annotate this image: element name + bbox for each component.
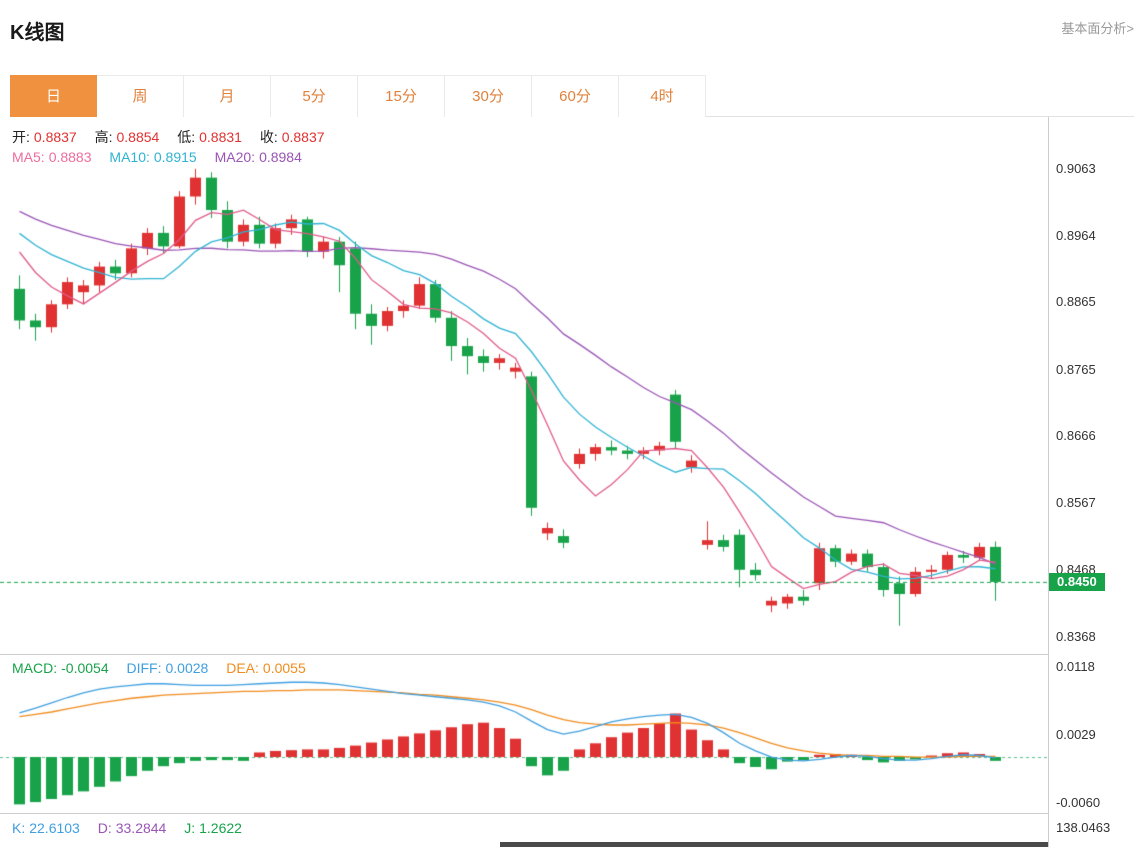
- macd-axis-label: 0.0118: [1056, 658, 1095, 674]
- kdj-plot-area: [500, 842, 1048, 847]
- ma20-label: MA20:: [214, 149, 256, 165]
- price-macd-separator: [0, 654, 1048, 655]
- ma10-label: MA10:: [109, 149, 150, 165]
- ohlc-legend: 开: 0.8837 高: 0.8854 低: 0.8831 收: 0.8837: [12, 127, 339, 147]
- open-value: 0.8837: [33, 129, 77, 145]
- dea-label: DEA:: [226, 660, 259, 676]
- macd-legend: MACD: -0.0054 DIFF: 0.0028 DEA: 0.0055: [12, 660, 320, 676]
- j-label: J:: [184, 820, 196, 836]
- j-value: 1.2622: [199, 820, 242, 836]
- fundamental-analysis-link[interactable]: 基本面分析>: [1061, 21, 1134, 36]
- low-label: 低:: [177, 129, 196, 145]
- kdj-axis-label: 138.0463: [1056, 820, 1111, 835]
- ma-legend: MA5: 0.8883 MA10: 0.8915 MA20: 0.8984: [12, 149, 316, 165]
- high-label: 高:: [94, 129, 113, 145]
- close-label: 收:: [259, 129, 278, 145]
- timeframe-tabs: 日 周 月 5分 15分 30分 60分 4时: [10, 75, 1134, 117]
- macd-axis-label: 0.0029: [1056, 726, 1096, 742]
- diff-label: DIFF:: [126, 660, 162, 676]
- page-title: K线图: [10, 22, 65, 44]
- low-value: 0.8831: [199, 129, 242, 145]
- chart-area: 开: 0.8837 高: 0.8854 低: 0.8831 收: 0.8837 MA5:…: [0, 117, 1141, 847]
- macd-label: MACD:: [12, 660, 58, 676]
- tab-week[interactable]: 周: [97, 75, 184, 117]
- price-axis-label: 0.8368: [1056, 629, 1096, 645]
- d-value: 33.2844: [115, 820, 167, 836]
- macd-kdj-separator: [0, 813, 1048, 814]
- tab-4hour[interactable]: 4时: [619, 75, 706, 117]
- k-label: K:: [12, 820, 26, 836]
- tab-15min[interactable]: 15分: [358, 75, 445, 117]
- tab-60min[interactable]: 60分: [532, 75, 619, 117]
- current-price-badge: 0.8450: [1049, 572, 1105, 591]
- macd-axis-label: -0.0060: [1056, 794, 1101, 810]
- kdj-legend: K: 22.6103 D: 33.2844 J: 1.2622: [12, 820, 256, 836]
- tab-5min[interactable]: 5分: [271, 75, 358, 117]
- high-value: 0.8854: [116, 129, 160, 145]
- ma10-value: 0.8915: [153, 149, 197, 165]
- d-label: D:: [97, 820, 112, 836]
- diff-value: 0.0028: [165, 660, 209, 676]
- price-axis-label: 0.8666: [1056, 428, 1096, 444]
- ma5-value: 0.8883: [48, 149, 92, 165]
- price-axis-label: 0.9063: [1056, 160, 1096, 176]
- price-axis-label: 0.8865: [1056, 294, 1096, 310]
- open-label: 开:: [12, 129, 30, 145]
- price-axis-label: 0.8765: [1056, 361, 1096, 377]
- k-value: 22.6103: [29, 820, 80, 836]
- tab-month[interactable]: 月: [184, 75, 271, 117]
- axis-separator-line: [1048, 117, 1049, 847]
- dea-value: 0.0055: [262, 660, 306, 676]
- page-header: K线图 基本面分析>: [0, 0, 1141, 75]
- close-value: 0.8837: [281, 129, 325, 145]
- price-chart-canvas[interactable]: [0, 117, 1048, 654]
- tab-30min[interactable]: 30分: [445, 75, 532, 117]
- price-axis-label: 0.8567: [1056, 495, 1096, 511]
- macd-value: -0.0054: [61, 660, 109, 676]
- ma20-value: 0.8984: [259, 149, 302, 165]
- macd-chart-canvas[interactable]: [0, 654, 1048, 812]
- ma5-label: MA5:: [12, 149, 45, 165]
- price-axis-label: 0.8964: [1056, 227, 1096, 243]
- tab-day[interactable]: 日: [10, 75, 97, 117]
